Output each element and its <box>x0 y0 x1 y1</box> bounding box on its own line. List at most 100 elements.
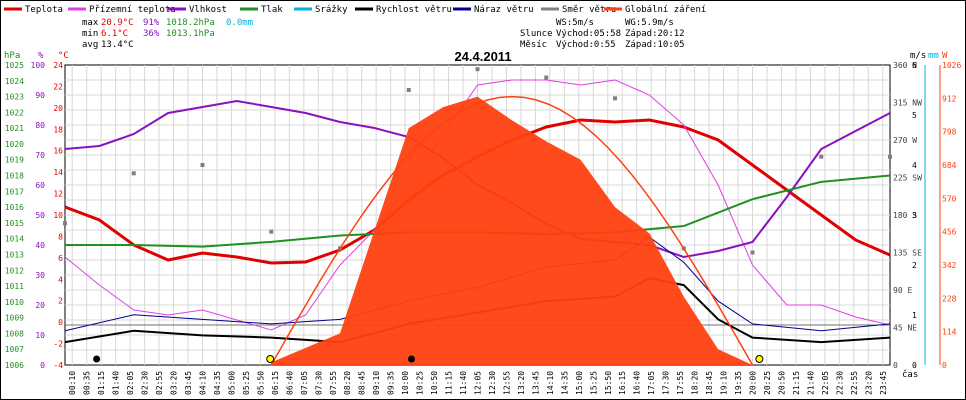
humidity-tick-label: 60 <box>35 181 45 190</box>
x-tick-label: 14:10 <box>546 371 555 395</box>
pressure-tick-label: 1009 <box>5 314 24 323</box>
x-tick-label: 21:15 <box>792 371 801 395</box>
wind-speed-tick-label: 2 <box>912 261 917 270</box>
series-globalni-zareni-area <box>271 96 753 365</box>
pressure-tick-label: 1016 <box>5 203 24 212</box>
series-smer-vetru-point <box>888 154 892 159</box>
x-tick-label: 17:05 <box>647 371 656 395</box>
temperature-tick-label: 24 <box>53 61 63 70</box>
series-line-1 <box>64 79 891 331</box>
wind-dir-tick-label: 225 SW <box>893 174 922 183</box>
legend-label-vlhkost: Vlhkost <box>189 5 227 15</box>
pressure-tick-label: 1015 <box>5 219 24 228</box>
wind-dir-tick-label: 45 NE <box>893 324 917 333</box>
temperature-tick-label: 22 <box>53 82 63 91</box>
x-tick-label: 13:20 <box>517 371 526 395</box>
x-tick-label: 02:30 <box>141 371 150 395</box>
pressure-tick-label: 1007 <box>5 345 24 354</box>
series-smer-vetru-point <box>131 171 136 176</box>
info-moon-set: Západ:10:05 <box>625 40 685 50</box>
radiation-tick-label: 912 <box>942 94 957 103</box>
stat-max-temp: 20.9°C <box>101 18 134 28</box>
x-tick-label: 22:05 <box>821 371 830 395</box>
temperature-tick-label: 8 <box>58 232 63 241</box>
x-tick-label: 08:20 <box>343 371 352 395</box>
humidity-tick-label: 10 <box>35 331 45 340</box>
info-sun-set: Západ:20:12 <box>625 29 685 39</box>
x-tick-label: 01:40 <box>112 371 121 395</box>
radiation-tick-label: 228 <box>942 294 957 303</box>
axis-unit-wind-speed: m/s <box>910 51 926 61</box>
humidity-tick-label: 20 <box>35 301 45 310</box>
series-smer-vetru-point <box>200 163 205 167</box>
chart-title: 24.4.2011 <box>454 49 511 64</box>
series-globalni-zareni-envelope <box>270 95 754 366</box>
x-tick-label: 23:20 <box>864 371 873 395</box>
pressure-tick-label: 1024 <box>5 77 24 86</box>
x-tick-label: 09:10 <box>372 371 381 395</box>
legend-label-prizemni-teplota: Přízemní teplota <box>89 5 176 15</box>
wind-dir-tick-label: 315 NW <box>893 99 922 108</box>
x-tick-label: 02:55 <box>155 371 164 395</box>
stat-max-press: 1018.2hPa <box>166 18 215 28</box>
x-tick-label: 05:25 <box>242 371 251 395</box>
radiation-tick-label: 342 <box>942 261 957 270</box>
humidity-tick-label: 70 <box>35 151 45 160</box>
x-tick-label: 01:15 <box>97 371 106 395</box>
temperature-tick-label: 10 <box>53 211 63 220</box>
pressure-tick-label: 1018 <box>5 172 24 181</box>
series-smer-vetru-point <box>819 154 824 159</box>
humidity-tick-label: 80 <box>35 121 45 130</box>
humidity-tick-label: 30 <box>35 271 45 280</box>
pressure-tick-label: 1017 <box>5 187 24 196</box>
moonrise-marker <box>93 355 101 363</box>
pressure-tick-label: 1010 <box>5 298 24 307</box>
temperature-tick-label: -4 <box>53 361 63 370</box>
stat-avg-temp: 13.4°C <box>101 40 134 50</box>
axis-unit-temperature: °C <box>58 51 69 61</box>
wind-dir-tick-label: 270 W <box>893 136 917 145</box>
x-tick-label: 15:00 <box>575 371 584 395</box>
radiation-tick-label: 684 <box>942 161 957 170</box>
legend-label-smer-vetru: Směr větru <box>562 5 616 15</box>
x-tick-label: 20:00 <box>749 371 758 395</box>
wind-dir-tick-label: 90 E <box>893 286 912 295</box>
humidity-tick-label: 50 <box>35 211 45 220</box>
x-tick-label: 15:50 <box>604 371 613 395</box>
pressure-tick-label: 1021 <box>5 124 24 133</box>
x-tick-label: 06:40 <box>285 371 294 395</box>
pressure-tick-label: 1022 <box>5 108 24 117</box>
humidity-tick-label: 40 <box>35 241 45 250</box>
wind-dir-tick-label: 360 N <box>893 61 917 70</box>
temperature-tick-label: 6 <box>58 254 63 263</box>
x-tick-label: 00:35 <box>83 371 92 395</box>
pressure-tick-label: 1011 <box>5 282 24 291</box>
pressure-tick-label: 1025 <box>5 61 24 70</box>
stats-block: max 20.9°C 91% 1018.2hPa 0.0mm min 6.1°C… <box>82 18 253 50</box>
info-wg: WG:5.9m/s <box>625 18 674 28</box>
legend: Teplota Přízemní teplota Vlhkost Tlak Sr… <box>4 5 706 15</box>
stat-max-rain: 0.0mm <box>226 18 253 28</box>
sunrise-marker <box>266 355 275 363</box>
temperature-tick-label: 12 <box>53 190 63 199</box>
temperature-tick-label: 4 <box>58 275 63 284</box>
legend-label-srazky: Srážky <box>315 5 348 15</box>
x-tick-label: 12:55 <box>502 371 511 395</box>
x-tick-label: 17:30 <box>662 371 671 395</box>
pressure-tick-label: 1013 <box>5 250 24 259</box>
pressure-tick-label: 1008 <box>5 329 24 338</box>
pressure-tick-label: 1014 <box>5 235 24 244</box>
x-tick-label: 02:05 <box>126 371 135 395</box>
legend-label-naraz-vetru: Náraz větru <box>474 5 534 15</box>
x-tick-label: 22:30 <box>835 371 844 395</box>
wind-dir-tick-label: 180 S <box>893 211 917 220</box>
pressure-tick-label: 1023 <box>5 93 24 102</box>
plot-area: 00:10 00:35 01:15 01:40 02:05 02:30 02:55 03:20… <box>5 61 962 395</box>
temperature-tick-label: 14 <box>53 168 63 177</box>
pressure-tick-label: 1020 <box>5 140 24 149</box>
x-tick-label: 11:40 <box>459 371 468 395</box>
humidity-tick-label: 90 <box>35 91 45 100</box>
x-tick-label: 10:00 <box>401 371 410 395</box>
pressure-tick-label: 1006 <box>5 361 24 370</box>
